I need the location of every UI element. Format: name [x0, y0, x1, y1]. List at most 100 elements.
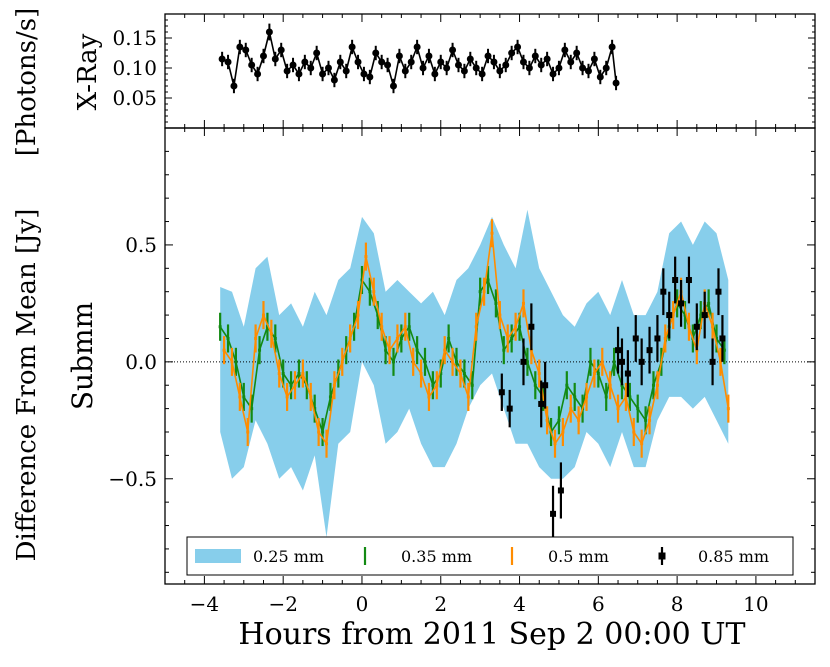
series-0.5mm-point	[403, 325, 407, 329]
xray-frame	[164, 13, 816, 129]
series-0.85mm-point	[646, 347, 653, 354]
series-xray-point	[490, 58, 498, 66]
x-tick-label: 2	[434, 592, 447, 616]
legend-marker	[658, 552, 666, 560]
series-0.5mm-point	[553, 442, 557, 446]
series-0.5mm-point	[585, 395, 589, 399]
series-0.85mm-point	[624, 370, 631, 377]
series-xray-point	[425, 52, 433, 60]
series-xray-point	[265, 28, 273, 36]
series-xray-point	[496, 67, 504, 75]
series-0.5mm-point	[624, 395, 628, 399]
series-0.85mm-point	[693, 323, 700, 330]
series-0.85mm-point	[685, 277, 692, 283]
series-0.35mm-point	[265, 325, 269, 329]
xray-ylabel: X-Ray	[73, 33, 103, 110]
series-xray-point	[389, 82, 397, 90]
series-0.5mm-point	[411, 360, 415, 364]
series-0.35mm-point	[470, 383, 474, 387]
series-0.5mm-point	[332, 383, 336, 387]
series-0.35mm-point	[368, 290, 372, 294]
series-0.35mm-point	[707, 301, 711, 305]
series-0.35mm-point	[415, 348, 419, 352]
series-0.5mm-point	[632, 430, 636, 434]
series-xray-point	[514, 43, 522, 51]
x-tick-label: 0	[356, 592, 369, 616]
series-0.85mm-point	[715, 288, 722, 295]
series-0.5mm-point	[663, 336, 667, 340]
series-0.5mm-point	[569, 407, 573, 411]
series-0.5mm-point	[648, 418, 652, 422]
series-xray-point	[384, 61, 392, 69]
series-0.5mm-point	[537, 372, 541, 376]
y-tick-label: 0.05	[112, 86, 157, 110]
series-0.35mm-point	[604, 395, 608, 399]
series-0.5mm-point	[451, 360, 455, 364]
series-0.35mm-point	[321, 430, 325, 434]
submm-panel: −4 −2 0 2 4 6 8 10 −0.5 0.0 0.5	[108, 127, 816, 616]
series-0.35mm-point	[423, 360, 427, 364]
y-tick-label: −0.5	[108, 467, 157, 491]
series-0.5mm-point	[458, 372, 462, 376]
series-xray-point	[608, 43, 616, 51]
y-tick-label: 0.15	[112, 26, 157, 50]
series-xray-point	[407, 58, 415, 66]
series-0.85mm-point	[719, 335, 726, 342]
series-0.35mm-point	[699, 313, 703, 317]
series-0.5mm-point	[285, 395, 289, 399]
series-0.35mm-point	[636, 407, 640, 411]
series-xray-point	[330, 76, 338, 84]
series-xray-point	[573, 49, 581, 57]
series-xray-point	[525, 64, 533, 72]
x-tick-label: −4	[190, 592, 219, 616]
xray-ylabel-units: [Photons/s]	[12, 8, 42, 156]
series-0.5mm-point	[561, 430, 565, 434]
series-0.85mm-point	[638, 358, 645, 365]
series-xray-point	[555, 64, 563, 72]
series-0.5mm-point	[466, 395, 470, 399]
legend-label: 0.35 mm	[401, 547, 472, 566]
y-tick-label: 0.10	[112, 56, 157, 80]
series-0.35mm-point	[384, 348, 388, 352]
series-xray-point	[354, 58, 362, 66]
series-0.5mm-point	[325, 442, 329, 446]
series-0.35mm-point	[431, 383, 435, 387]
series-0.85mm-point	[520, 358, 527, 365]
series-xray-line	[221, 31, 617, 87]
series-xray-point	[596, 73, 604, 81]
series-xray-point	[230, 82, 238, 90]
series-0.35mm-point	[533, 383, 537, 387]
series-0.35mm-point	[557, 418, 561, 422]
series-0.35mm-point	[715, 336, 719, 340]
series-0.85mm-point	[615, 347, 622, 354]
series-0.35mm-point	[399, 336, 403, 340]
series-xray-point	[301, 58, 309, 66]
series-xray-point	[437, 58, 445, 66]
series-0.5mm-point	[372, 290, 376, 294]
series-0.85mm-point	[618, 358, 625, 365]
series-0.35mm-point	[494, 301, 498, 305]
series-xray-point	[236, 43, 244, 51]
series-xray-point	[218, 55, 226, 63]
x-tick-label: −2	[268, 592, 297, 616]
series-0.85mm-point	[672, 277, 679, 283]
series-0.85mm-point	[678, 300, 685, 307]
series-0.5mm-point	[380, 325, 384, 329]
series-xray-point	[584, 67, 592, 75]
series-0.35mm-point	[502, 348, 506, 352]
series-xray-point	[449, 46, 457, 54]
series-0.35mm-point	[439, 372, 443, 376]
series-0.85mm-point	[538, 400, 545, 407]
series-xray-point	[549, 70, 557, 78]
legend-box	[186, 536, 794, 576]
series-0.5mm-point	[577, 418, 581, 422]
series-0.85mm-point	[550, 510, 557, 517]
legend: 0.25 mm 0.35 mm 0.5 mm 0.85 mm	[186, 536, 794, 576]
series-0.5mm-point	[545, 418, 549, 422]
series-0.5mm-point	[711, 325, 715, 329]
xray-panel: 0.05 0.10 0.15	[112, 13, 816, 129]
series-xray-point	[277, 46, 285, 54]
series-0.35mm-point	[510, 336, 514, 340]
series-xray-point	[612, 79, 620, 87]
